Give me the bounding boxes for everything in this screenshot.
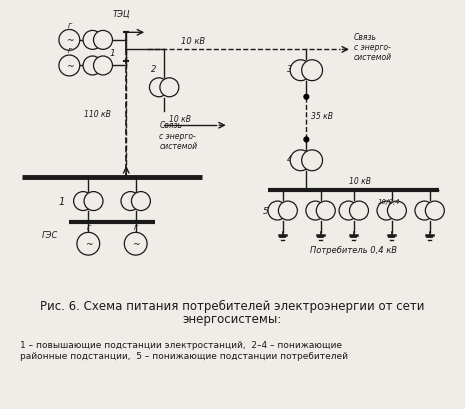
Circle shape (77, 233, 100, 256)
Text: 10 кВ: 10 кВ (349, 177, 371, 186)
Text: ~: ~ (85, 240, 92, 249)
Text: 110 кВ: 110 кВ (84, 110, 110, 119)
Circle shape (59, 30, 80, 51)
Circle shape (268, 202, 287, 220)
Circle shape (350, 202, 368, 220)
Text: 1: 1 (109, 49, 115, 58)
Text: 10 кВ: 10 кВ (169, 115, 191, 124)
Text: 10 кВ: 10 кВ (181, 36, 206, 45)
Circle shape (59, 56, 80, 77)
Circle shape (316, 202, 335, 220)
Text: 3: 3 (287, 65, 293, 74)
Text: ТЭЦ: ТЭЦ (113, 10, 130, 19)
Circle shape (302, 61, 323, 81)
Circle shape (339, 202, 358, 220)
Circle shape (290, 151, 311, 171)
Text: энергосистемы:: энергосистемы: (183, 312, 282, 326)
Text: Рис. 6. Схема питания потребителей электроэнергии от сети: Рис. 6. Схема питания потребителей элект… (40, 299, 425, 312)
Text: Связь
с энерго-
системой: Связь с энерго- системой (354, 33, 392, 62)
Circle shape (121, 192, 140, 211)
Circle shape (132, 192, 150, 211)
Circle shape (387, 202, 406, 220)
Circle shape (73, 192, 93, 211)
Text: Связь
с энерго-
системой: Связь с энерго- системой (159, 121, 198, 151)
Circle shape (306, 202, 325, 220)
Circle shape (290, 61, 311, 81)
Text: Потребитель 0,4 кВ: Потребитель 0,4 кВ (310, 245, 397, 254)
Circle shape (83, 31, 102, 50)
Circle shape (279, 202, 297, 220)
Text: Г: Г (86, 225, 90, 231)
Text: ГЭС: ГЭС (41, 230, 58, 239)
Text: 1: 1 (58, 197, 65, 207)
Text: 1 – повышающие подстанции электростанций,  2–4 – понижающие
районные подстанции,: 1 – повышающие подстанции электростанций… (20, 341, 348, 360)
Text: 10/0,4: 10/0,4 (378, 199, 400, 204)
Text: ~: ~ (66, 36, 73, 45)
Circle shape (124, 233, 147, 256)
Circle shape (149, 79, 168, 97)
Circle shape (84, 192, 103, 211)
Text: 35 кВ: 35 кВ (311, 112, 333, 121)
Text: Г: Г (134, 225, 138, 231)
Text: Г: Г (67, 48, 71, 54)
Circle shape (302, 151, 323, 171)
Text: 2: 2 (151, 65, 157, 74)
Text: ~: ~ (66, 62, 73, 71)
Circle shape (415, 202, 434, 220)
Circle shape (83, 57, 102, 76)
Text: Г: Г (67, 22, 71, 29)
Text: ~: ~ (132, 240, 140, 249)
Text: 5: 5 (263, 207, 268, 216)
Circle shape (377, 202, 396, 220)
Circle shape (425, 202, 445, 220)
Circle shape (304, 138, 309, 142)
Circle shape (160, 79, 179, 97)
Circle shape (93, 57, 113, 76)
Circle shape (93, 31, 113, 50)
Circle shape (304, 95, 309, 100)
Text: 4: 4 (287, 155, 293, 164)
